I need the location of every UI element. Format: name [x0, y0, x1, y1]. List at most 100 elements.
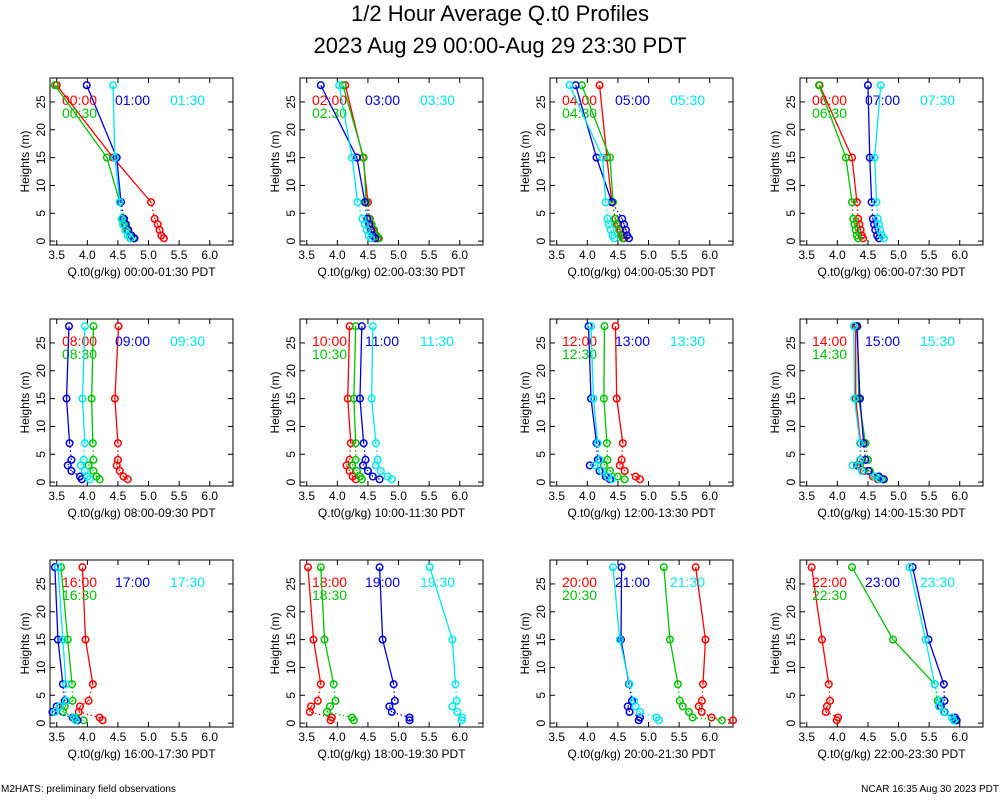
x-tick-label: 6.0 — [451, 730, 468, 744]
y-tick-label: 5 — [784, 210, 798, 217]
profile-series: 19:00 — [365, 563, 414, 725]
profile-series: 03:00 — [316, 81, 400, 243]
data-point — [331, 696, 340, 705]
profile-panel: 3.5 4.0 4.5 5.0 5.5 6.0 0 5 10 15 20 25 Q.t0(g/kg) 0… — [518, 77, 734, 279]
y-tick-label: 10 — [784, 178, 798, 192]
profile-segment — [601, 470, 608, 477]
profile-segment — [375, 443, 379, 460]
profile-segment — [856, 202, 859, 219]
data-point — [905, 563, 914, 572]
profile-panel: 3.5 4.0 4.5 5.0 5.5 6.0 0 5 10 15 20 25 Q.t0(g/kg) 1… — [268, 318, 484, 520]
profile-segment — [348, 443, 352, 460]
profile-segment — [80, 465, 86, 472]
x-tick-label: 4.0 — [829, 730, 846, 744]
data-point — [939, 707, 948, 717]
plot-frame — [49, 559, 234, 728]
x-tick-label: 5.5 — [671, 489, 688, 503]
data-point — [852, 231, 861, 240]
data-point — [856, 225, 865, 235]
profile-segment — [364, 224, 368, 231]
profile-segment — [71, 684, 74, 701]
y-tick-label: 25 — [534, 577, 548, 591]
profile-segment — [590, 398, 598, 444]
profile-segment — [616, 398, 624, 444]
data-point — [595, 466, 604, 476]
data-point — [871, 225, 880, 235]
profile-segment — [364, 202, 368, 219]
x-tick-label: 5.0 — [890, 248, 907, 262]
profile-panel: 3.5 4.0 4.5 5.0 5.5 6.0 0 5 10 15 20 25 Q.t0(g/kg) 1… — [518, 318, 734, 520]
data-point — [824, 680, 833, 689]
series-time-label: 08:30 — [62, 346, 97, 362]
profile-segment — [677, 684, 681, 701]
plot-frame — [299, 77, 484, 246]
data-point — [617, 563, 626, 572]
x-tick-label: 3.5 — [548, 248, 565, 262]
profile-segment — [329, 700, 336, 707]
data-point — [852, 322, 861, 331]
data-point — [841, 153, 850, 162]
profile-segment — [387, 475, 393, 480]
y-tick-label: 25 — [784, 336, 798, 350]
y-tick-label: 0 — [284, 719, 298, 726]
data-point — [603, 472, 612, 481]
profile-segment — [639, 711, 657, 719]
profile-segment — [307, 567, 315, 640]
data-point — [452, 696, 461, 705]
profile-segment — [338, 85, 353, 158]
profile-segment — [623, 224, 627, 231]
profile-segment — [90, 398, 94, 444]
profile-segment — [54, 705, 61, 713]
x-axis-label: Q.t0(g/kg) 02:00-03:30 PDT — [317, 265, 466, 279]
y-tick-label: 15 — [284, 633, 298, 647]
profile-segment — [856, 326, 861, 399]
profile-panel: 3.5 4.0 4.5 5.0 5.5 6.0 0 5 10 15 20 25 Q.t0(g/kg) 2… — [768, 559, 984, 761]
profile-series: 19:30 — [420, 563, 467, 725]
profile-segment — [692, 716, 723, 721]
profile-segment — [594, 459, 601, 466]
y-tick-label: 15 — [784, 151, 798, 165]
series-time-label: 04:30 — [562, 105, 597, 121]
profile-segment — [370, 224, 374, 231]
profile-segment — [368, 218, 373, 225]
profile-segment — [363, 157, 367, 203]
profile-segment — [81, 326, 86, 399]
y-tick-label: 0 — [34, 719, 48, 726]
profile-segment — [606, 443, 609, 460]
profile-segment — [845, 157, 853, 203]
data-point — [453, 707, 462, 717]
data-point — [113, 439, 122, 448]
y-tick-label: 15 — [34, 151, 48, 165]
data-point — [675, 696, 684, 705]
data-point — [346, 439, 355, 448]
profile-segment — [388, 700, 396, 707]
series-time-label: 20:30 — [562, 587, 597, 603]
profile-segment — [326, 706, 331, 713]
profile-segment — [825, 706, 828, 713]
data-point — [88, 680, 97, 689]
profile-segment — [124, 224, 128, 231]
x-tick-label: 3.5 — [298, 730, 315, 744]
profile-segment — [391, 711, 410, 719]
x-tick-label: 3.5 — [48, 730, 65, 744]
profile-segment — [617, 475, 625, 480]
profile-series: 23:30 — [905, 563, 958, 725]
profile-series: 05:00 — [571, 81, 650, 243]
plot-frame — [299, 318, 484, 487]
x-tick-label: 5.5 — [921, 730, 938, 744]
x-tick-label: 5.0 — [890, 730, 907, 744]
data-point — [620, 475, 629, 484]
y-axis-label: Heights (m) — [268, 130, 282, 192]
x-tick-label: 4.5 — [110, 248, 127, 262]
profile-segment — [698, 706, 703, 713]
series-time-label: 23:00 — [865, 574, 900, 590]
profile-segment — [75, 716, 84, 721]
y-tick-label: 15 — [534, 392, 548, 406]
data-point — [589, 394, 598, 403]
profile-segment — [621, 218, 625, 225]
x-tick-label: 3.5 — [798, 730, 815, 744]
profile-segment — [638, 717, 641, 721]
y-tick-label: 0 — [534, 237, 548, 244]
data-point — [451, 680, 460, 689]
x-tick-label: 5.0 — [390, 489, 407, 503]
